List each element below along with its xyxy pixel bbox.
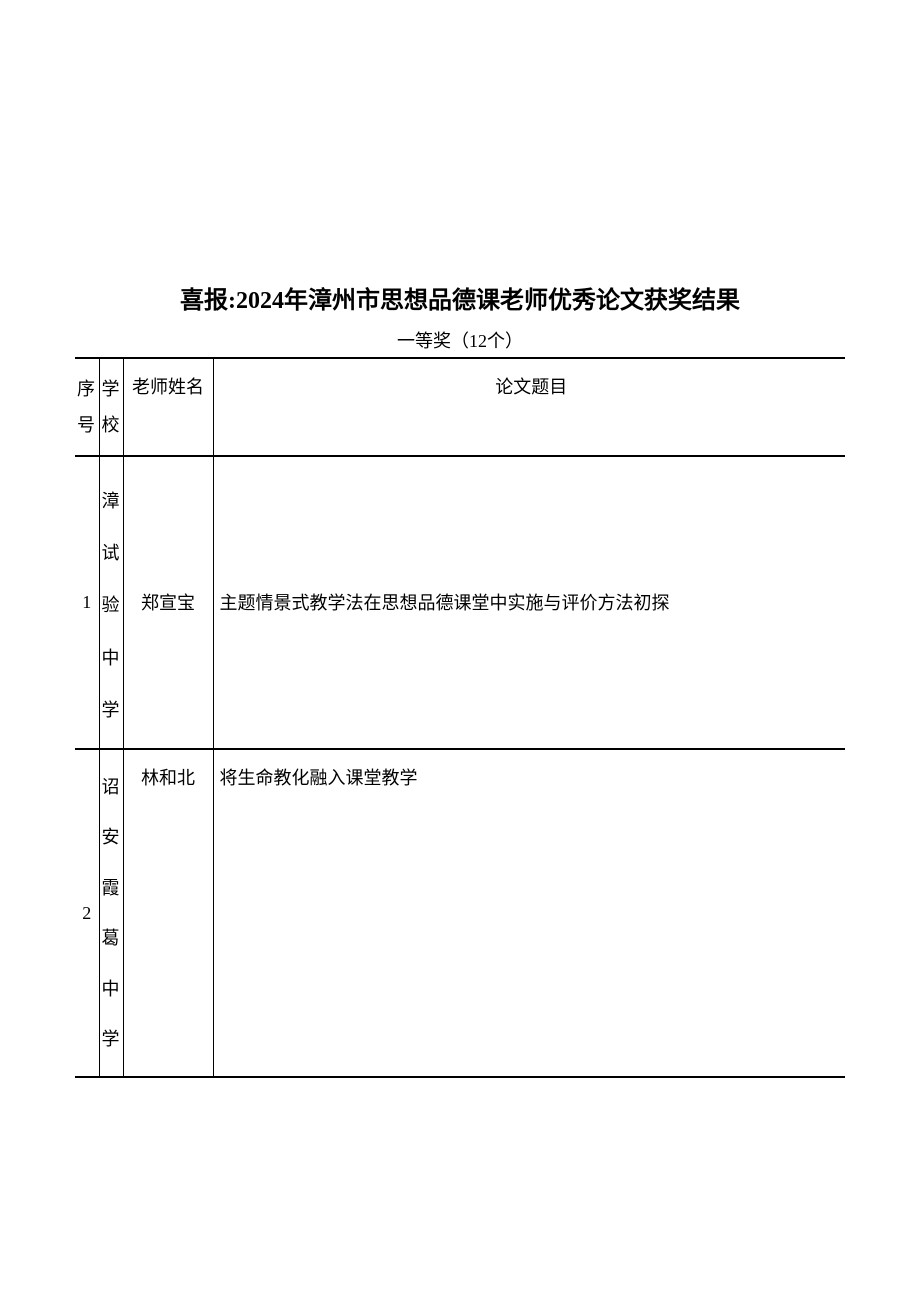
header-teacher: 老师姓名 xyxy=(123,358,213,456)
document-subtitle: 一等奖（12个） xyxy=(75,327,845,353)
cell-number: 2 xyxy=(75,749,99,1077)
table-row: 1 漳 试验中学 郑宣宝 主题情景式教学法在思想品德课堂中实施与评价方法初探 xyxy=(75,456,845,749)
cell-school: 漳 试验中学 xyxy=(99,456,123,749)
document-title: 喜报:2024年漳州市思想品德课老师优秀论文获奖结果 xyxy=(75,280,845,315)
cell-paper-title: 将生命教化融入课堂教学 xyxy=(213,749,845,1077)
table-header-row: 序号 学校 老师姓名 论文题目 xyxy=(75,358,845,456)
cell-teacher: 林和北 xyxy=(123,749,213,1077)
cell-teacher: 郑宣宝 xyxy=(123,456,213,749)
awards-table: 序号 学校 老师姓名 论文题目 1 漳 试验中学 郑宣宝 主题情景式教学法在思想… xyxy=(75,357,845,1078)
header-school: 学校 xyxy=(99,358,123,456)
cell-paper-title: 主题情景式教学法在思想品德课堂中实施与评价方法初探 xyxy=(213,456,845,749)
cell-school: 诏安霞葛中学 xyxy=(99,749,123,1077)
header-number: 序号 xyxy=(75,358,99,456)
header-paper-title: 论文题目 xyxy=(213,358,845,456)
cell-number: 1 xyxy=(75,456,99,749)
table-row: 2 诏安霞葛中学 林和北 将生命教化融入课堂教学 xyxy=(75,749,845,1077)
